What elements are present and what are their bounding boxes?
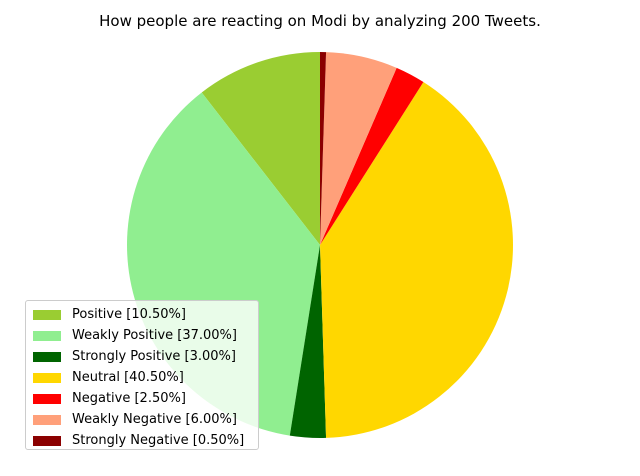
legend-item: Strongly Positive [3.00%] <box>33 346 258 367</box>
pie-slice-2 <box>289 245 327 438</box>
legend-item: Strongly Negative [0.50%] <box>33 430 258 451</box>
pie-slice-0 <box>201 52 320 245</box>
legend-label: Strongly Positive [3.00%] <box>72 349 236 364</box>
legend-label: Neutral [40.50%] <box>72 370 184 385</box>
legend-item: Weakly Negative [6.00%] <box>33 409 258 430</box>
pie-slice-3 <box>320 82 513 438</box>
legend-swatch <box>33 330 61 341</box>
pie-slice-5 <box>320 52 397 245</box>
legend-item: Negative [2.50%] <box>33 388 258 409</box>
legend-swatch <box>33 393 61 404</box>
legend-label: Negative [2.50%] <box>72 391 186 406</box>
pie-slice-6 <box>320 52 327 245</box>
legend-label: Strongly Negative [0.50%] <box>72 433 245 448</box>
legend-item: Neutral [40.50%] <box>33 367 258 388</box>
legend-swatch <box>33 414 61 425</box>
legend-swatch <box>33 372 61 383</box>
legend-label: Weakly Negative [6.00%] <box>72 412 237 427</box>
legend-item: Weakly Positive [37.00%] <box>33 325 258 346</box>
legend-label: Weakly Positive [37.00%] <box>72 328 237 343</box>
chart-legend: Positive [10.50%] Weakly Positive [37.00%… <box>25 300 259 450</box>
legend-swatch <box>33 351 61 362</box>
chart-title: How people are reacting on Modi by analy… <box>99 12 541 30</box>
pie-slice-4 <box>320 67 424 246</box>
legend-label: Positive [10.50%] <box>72 307 186 322</box>
legend-item: Positive [10.50%] <box>33 304 258 325</box>
legend-swatch <box>33 309 61 320</box>
legend-swatch <box>33 435 61 446</box>
